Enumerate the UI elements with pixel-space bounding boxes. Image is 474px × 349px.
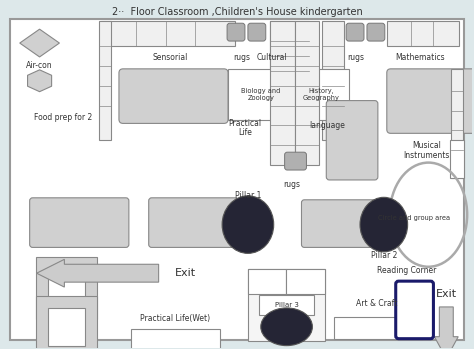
FancyBboxPatch shape: [30, 198, 129, 247]
Text: Exit: Exit: [175, 268, 196, 278]
Bar: [451, 69, 463, 178]
Text: 2··  Floor Classroom ,Children's House kindergarten: 2·· Floor Classroom ,Children's House ki…: [111, 7, 363, 17]
Text: Food prep for 2: Food prep for 2: [34, 113, 92, 122]
Ellipse shape: [261, 308, 312, 346]
Text: Musical: Musical: [412, 141, 441, 150]
Bar: [99, 21, 111, 140]
FancyBboxPatch shape: [227, 23, 245, 41]
Bar: [248, 269, 325, 341]
FancyBboxPatch shape: [248, 23, 266, 41]
Bar: [294, 69, 349, 120]
Ellipse shape: [222, 196, 273, 253]
Bar: [270, 21, 294, 165]
Bar: [286, 269, 325, 294]
Bar: [228, 69, 292, 120]
Text: language: language: [310, 121, 345, 130]
Polygon shape: [20, 29, 59, 57]
Bar: [270, 21, 310, 101]
Bar: [450, 140, 464, 178]
Polygon shape: [27, 70, 52, 92]
FancyArrow shape: [434, 307, 458, 349]
Bar: [294, 21, 319, 165]
Text: Sensorial: Sensorial: [153, 53, 188, 62]
Bar: [248, 269, 286, 294]
FancyBboxPatch shape: [149, 198, 238, 247]
FancyBboxPatch shape: [284, 152, 307, 170]
Text: rugs: rugs: [234, 53, 250, 62]
Bar: [259, 295, 314, 315]
Text: Pillar 1: Pillar 1: [235, 191, 261, 200]
Text: Life: Life: [238, 128, 252, 137]
Bar: [334, 317, 421, 339]
Text: Exit: Exit: [436, 289, 457, 299]
FancyArrow shape: [36, 259, 159, 287]
Ellipse shape: [360, 197, 408, 252]
Text: Reading Corner: Reading Corner: [377, 266, 437, 275]
FancyBboxPatch shape: [119, 69, 228, 124]
Text: History,
Geography: History, Geography: [303, 88, 340, 101]
FancyBboxPatch shape: [396, 281, 433, 339]
Bar: [101, 21, 235, 46]
Text: Practical: Practical: [228, 119, 262, 128]
FancyBboxPatch shape: [346, 23, 364, 41]
Text: rugs: rugs: [347, 53, 365, 62]
FancyBboxPatch shape: [326, 101, 378, 180]
Text: Pillar 2: Pillar 2: [371, 251, 397, 260]
Bar: [322, 21, 344, 140]
Text: rugs: rugs: [283, 180, 300, 190]
Text: Pillar 3: Pillar 3: [274, 302, 299, 308]
Text: Circle and group area: Circle and group area: [377, 215, 450, 221]
Bar: [47, 269, 85, 307]
Bar: [387, 21, 459, 46]
Text: Art & Craft: Art & Craft: [356, 299, 398, 309]
Text: Mathematics: Mathematics: [396, 53, 446, 62]
Bar: [131, 329, 220, 349]
FancyBboxPatch shape: [387, 69, 474, 133]
Bar: [36, 257, 97, 319]
Bar: [47, 308, 85, 346]
Text: Biology and
Zoology: Biology and Zoology: [241, 88, 281, 101]
Text: Cultural: Cultural: [257, 53, 287, 62]
FancyBboxPatch shape: [301, 200, 376, 247]
Text: Practical Life(Wet): Practical Life(Wet): [140, 314, 210, 323]
FancyBboxPatch shape: [367, 23, 385, 41]
Text: Instruments: Instruments: [403, 151, 450, 159]
Text: Air-con: Air-con: [26, 61, 53, 70]
Bar: [36, 296, 97, 349]
